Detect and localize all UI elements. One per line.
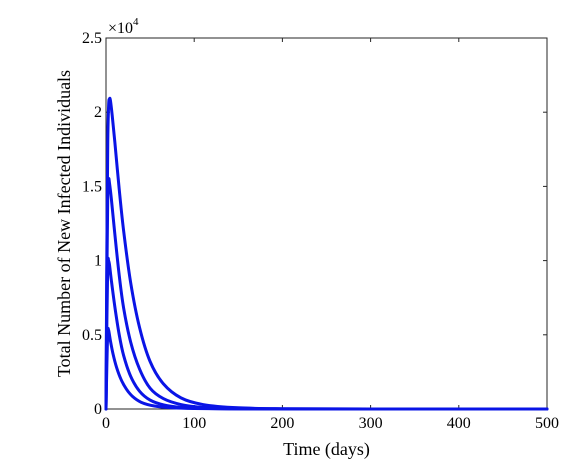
y-tick-label: 0 bbox=[94, 401, 102, 418]
y-axis-multiplier: ×104 bbox=[108, 16, 139, 37]
x-axis-ticks: 0 100 200 300 400 500 bbox=[102, 38, 559, 432]
series-group bbox=[104, 96, 549, 411]
y-tick-label: 0.5 bbox=[82, 327, 102, 344]
series-line-4 bbox=[104, 96, 549, 411]
y-multiplier-base: ×10 bbox=[108, 20, 133, 37]
y-tick-label: 2 bbox=[94, 104, 102, 121]
y-tick-label: 1 bbox=[94, 253, 102, 270]
y-tick-label: 1.5 bbox=[82, 178, 102, 195]
x-tick-label: 0 bbox=[102, 415, 110, 432]
y-multiplier-exponent: 4 bbox=[133, 16, 139, 28]
x-tick-label: 500 bbox=[535, 415, 559, 432]
plot-area bbox=[105, 37, 548, 410]
y-axis-label: Total Number of New Infected Individuals bbox=[54, 70, 74, 377]
x-tick-label: 300 bbox=[359, 415, 383, 432]
x-tick-label: 400 bbox=[447, 415, 471, 432]
x-axis-label: Time (days) bbox=[283, 439, 370, 460]
y-axis-ticks: 0 0.5 1 1.5 2 2.5 bbox=[82, 30, 547, 418]
x-tick-label: 200 bbox=[270, 415, 294, 432]
x-tick-label: 100 bbox=[182, 415, 206, 432]
y-tick-label: 2.5 bbox=[82, 30, 102, 47]
